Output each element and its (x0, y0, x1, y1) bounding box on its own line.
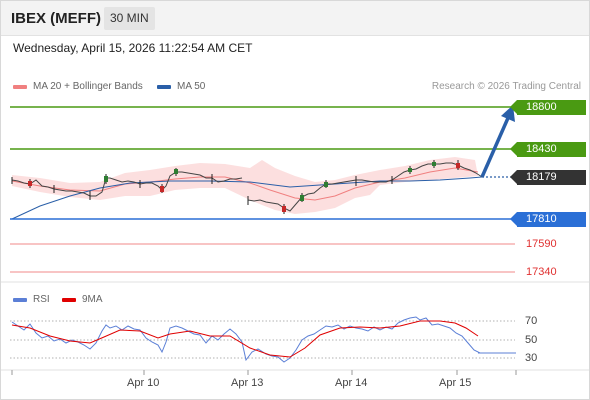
rsi-ma-swatch-icon (62, 297, 76, 302)
target-arrow-icon (480, 105, 515, 178)
level-r2-label: 18800 (510, 100, 586, 115)
ma20-swatch-icon (13, 84, 27, 89)
level-s1-label: 17810 (510, 212, 586, 227)
level-s3-label: 17340 (526, 266, 557, 278)
instrument-title: IBEX (MEFF) (11, 10, 101, 27)
credit-text: Research © 2026 Trading Central (431, 81, 581, 92)
legend-ma20-bb: MA 20 + Bollinger Bands (13, 81, 143, 92)
ma50-swatch-icon (157, 84, 171, 89)
chart-header: IBEX (MEFF) 30 MIN (1, 1, 589, 36)
date-label-apr13: Apr 13 (231, 377, 264, 389)
rsi-line (11, 316, 516, 363)
timestamp: Wednesday, April 15, 2026 11:22:54 AM CE… (13, 41, 253, 55)
level-s2-label: 17590 (526, 238, 557, 250)
rsi-tick-70: 70 (525, 315, 538, 327)
rsi-ma-line (11, 320, 479, 358)
rsi-tick-30: 30 (525, 352, 538, 364)
legend-ma20-label: MA 20 + Bollinger Bands (33, 81, 143, 92)
date-label-apr10: Apr 10 (127, 377, 160, 389)
price-candles (11, 160, 483, 214)
legend-ma50-label: MA 50 (177, 81, 206, 92)
current-price-label: 18179 (510, 170, 586, 185)
rsi-swatch-icon (13, 297, 27, 302)
ma50-line (11, 176, 483, 220)
rsi-panel (10, 316, 516, 363)
legend-rsi-ma-label: 9MA (82, 294, 103, 305)
level-r1-label: 18430 (510, 142, 586, 157)
date-label-apr15: Apr 15 (439, 377, 472, 389)
timeframe-button[interactable]: 30 MIN (104, 7, 155, 30)
legend-rsi-ma: 9MA (62, 294, 103, 305)
date-label-apr14: Apr 14 (335, 377, 368, 389)
rsi-tick-50: 50 (525, 334, 538, 346)
bollinger-band (12, 157, 478, 214)
ma20-line (11, 167, 479, 201)
legend-ma50: MA 50 (157, 81, 205, 92)
legend-rsi: RSI (13, 294, 50, 305)
x-axis (11, 370, 517, 375)
legend-rsi-label: RSI (33, 294, 50, 305)
